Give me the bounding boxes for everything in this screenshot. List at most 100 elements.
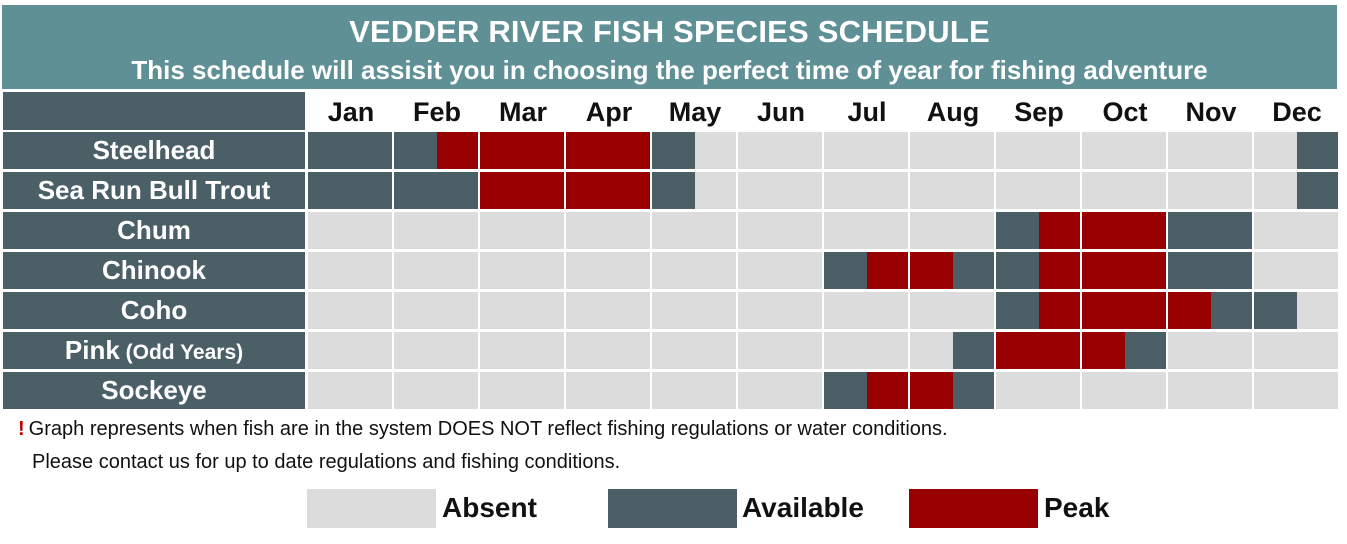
cell-sockeye-mar-early xyxy=(480,372,564,409)
cell-coho-aug-early xyxy=(910,292,994,329)
cell-chinook-aug-late xyxy=(953,252,994,289)
cell-coho-jan-early xyxy=(308,292,392,329)
cell-sea-run-bull-trout-may-early xyxy=(652,172,695,209)
cell-coho-feb-early xyxy=(394,292,478,329)
cell-coho-oct-early xyxy=(1082,292,1166,329)
cell-steelhead-may-early xyxy=(652,132,695,169)
cell-sea-run-bull-trout-dec-late xyxy=(1297,172,1338,209)
cell-steelhead-aug-early xyxy=(910,132,994,169)
month-header-corner xyxy=(3,92,305,130)
disclaimer-line-1: ! Graph represents when fish are in the s… xyxy=(18,418,948,441)
species-qualifier: (Odd Years) xyxy=(120,341,243,364)
cell-sockeye-nov-early xyxy=(1168,372,1252,409)
cell-chum-jun-early xyxy=(738,212,822,249)
cell-pink-feb-early xyxy=(394,332,478,369)
cell-steelhead-dec-early xyxy=(1254,132,1297,169)
cell-sockeye-jan-early xyxy=(308,372,392,409)
cell-sea-run-bull-trout-may-late xyxy=(695,172,736,209)
cell-chinook-dec-early xyxy=(1254,252,1338,289)
cell-steelhead-mar-early xyxy=(480,132,564,169)
cell-pink-aug-late xyxy=(953,332,994,369)
cell-coho-sep-early xyxy=(996,292,1039,329)
cell-coho-sep-late xyxy=(1039,292,1080,329)
cell-chum-sep-early xyxy=(996,212,1039,249)
cell-coho-dec-late xyxy=(1297,292,1338,329)
species-label-bg-pink xyxy=(3,332,305,369)
cell-steelhead-oct-early xyxy=(1082,132,1166,169)
cell-pink-may-early xyxy=(652,332,736,369)
legend-swatch-peak xyxy=(909,489,1038,528)
cell-chinook-sep-early xyxy=(996,252,1039,289)
cell-pink-sep-early xyxy=(996,332,1080,369)
cell-chum-mar-early xyxy=(480,212,564,249)
cell-steelhead-sep-early xyxy=(996,132,1080,169)
disclaimer-text-1: Graph represents when fish are in the sy… xyxy=(28,418,948,440)
cell-chinook-nov-early xyxy=(1168,252,1252,289)
month-label-dec: Dec xyxy=(1272,97,1322,127)
cell-pink-jun-early xyxy=(738,332,822,369)
cell-chinook-jul-early xyxy=(824,252,867,289)
cell-sea-run-bull-trout-dec-early xyxy=(1254,172,1297,209)
species-label-chum: Chum xyxy=(117,215,191,245)
cell-sea-run-bull-trout-sep-early xyxy=(996,172,1080,209)
cell-steelhead-jun-early xyxy=(738,132,822,169)
month-label-mar: Mar xyxy=(499,97,548,127)
cell-coho-apr-early xyxy=(566,292,650,329)
cell-sockeye-may-early xyxy=(652,372,736,409)
month-label-feb: Feb xyxy=(413,97,461,127)
disclaimer-line-2: Please contact us for up to date regulat… xyxy=(32,451,620,474)
species-label-bg-chum xyxy=(3,212,305,249)
cell-coho-nov-late xyxy=(1211,292,1252,329)
cell-chinook-oct-early xyxy=(1082,252,1166,289)
cell-steelhead-nov-early xyxy=(1168,132,1252,169)
cell-steelhead-may-late xyxy=(695,132,736,169)
legend-label-available: Available xyxy=(742,492,864,523)
cell-sea-run-bull-trout-nov-early xyxy=(1168,172,1252,209)
cell-coho-may-early xyxy=(652,292,736,329)
cell-chum-dec-early xyxy=(1254,212,1338,249)
cell-pink-aug-early xyxy=(910,332,953,369)
cell-pink-nov-early xyxy=(1168,332,1252,369)
month-label-aug: Aug xyxy=(927,97,979,127)
cell-sockeye-jul-late xyxy=(867,372,908,409)
cell-sea-run-bull-trout-feb-early xyxy=(394,172,478,209)
species-label-sockeye: Sockeye xyxy=(101,375,207,405)
month-label-apr: Apr xyxy=(586,97,633,127)
cell-chinook-jul-late xyxy=(867,252,908,289)
cell-sockeye-aug-early xyxy=(910,372,953,409)
cell-chum-oct-early xyxy=(1082,212,1166,249)
species-label-bg-sockeye xyxy=(3,372,305,409)
cell-coho-dec-early xyxy=(1254,292,1297,329)
cell-pink-dec-early xyxy=(1254,332,1338,369)
cell-chinook-aug-early xyxy=(910,252,953,289)
cell-chinook-jan-early xyxy=(308,252,392,289)
cell-chinook-sep-late xyxy=(1039,252,1080,289)
cell-chum-apr-early xyxy=(566,212,650,249)
species-label-coho: Coho xyxy=(121,295,187,325)
cell-sockeye-jun-early xyxy=(738,372,822,409)
cell-steelhead-jul-early xyxy=(824,132,908,169)
species-label-chinook: Chinook xyxy=(102,255,207,285)
cell-chinook-may-early xyxy=(652,252,736,289)
cell-sockeye-apr-early xyxy=(566,372,650,409)
month-label-nov: Nov xyxy=(1185,97,1236,127)
chart-subtitle: This schedule will assisit you in choosi… xyxy=(131,55,1208,85)
month-label-oct: Oct xyxy=(1102,97,1147,127)
cell-sockeye-aug-late xyxy=(953,372,994,409)
cell-sea-run-bull-trout-apr-early xyxy=(566,172,650,209)
cell-coho-mar-early xyxy=(480,292,564,329)
species-label-bg-sea-run-bull-trout xyxy=(3,172,305,209)
species-label-sea-run-bull-trout: Sea Run Bull Trout xyxy=(38,175,271,205)
cell-sea-run-bull-trout-aug-early xyxy=(910,172,994,209)
warning-mark: ! xyxy=(18,418,25,440)
cell-steelhead-feb-late xyxy=(437,132,478,169)
cell-coho-jul-early xyxy=(824,292,908,329)
chart-header: VEDDER RIVER FISH SPECIES SCHEDULE This … xyxy=(2,5,1337,89)
cell-sea-run-bull-trout-mar-early xyxy=(480,172,564,209)
cell-sea-run-bull-trout-jan-early xyxy=(308,172,392,209)
cell-chum-jan-early xyxy=(308,212,392,249)
cell-sockeye-dec-early xyxy=(1254,372,1338,409)
cell-chum-nov-early xyxy=(1168,212,1252,249)
cell-pink-oct-early xyxy=(1082,332,1125,369)
